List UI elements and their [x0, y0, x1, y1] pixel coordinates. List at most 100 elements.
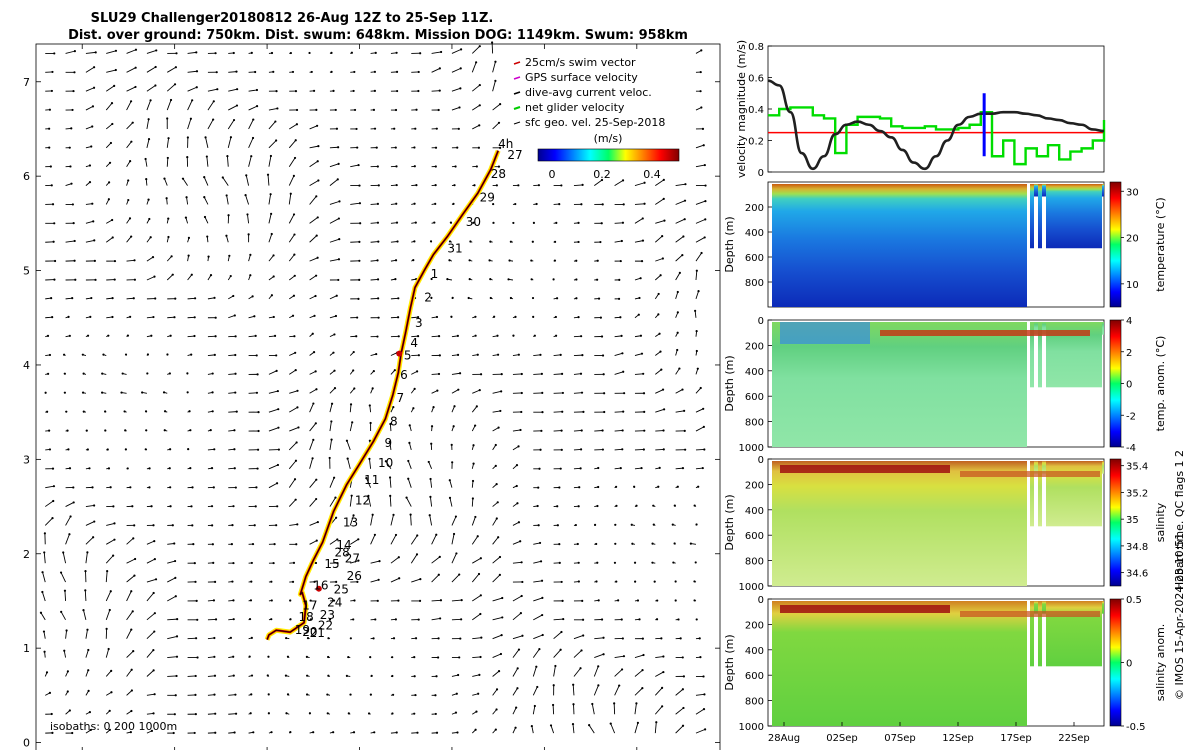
velocity-arrow-head	[214, 52, 216, 54]
velocity-arrow-head	[556, 505, 558, 507]
velocity-arrow-head	[677, 291, 679, 293]
velocity-arrow-head	[439, 354, 441, 356]
velocity-arrow-head	[108, 198, 110, 200]
velocity-arrow-head	[275, 524, 277, 526]
velocity-arrow-head	[479, 84, 481, 86]
velocity-arrow-head	[615, 505, 617, 507]
velocity-arrow	[554, 374, 562, 375]
velocity-arrow-head	[661, 687, 663, 689]
velocity-arrow-head	[357, 298, 359, 300]
velocity-arrow-head	[392, 406, 394, 408]
velocity-arrow-head	[373, 731, 375, 733]
velocity-arrow-head	[127, 199, 129, 201]
velocity-arrow-head	[190, 505, 192, 507]
velocity-arrow-head	[392, 514, 394, 516]
velocity-arrow-head	[92, 220, 94, 222]
velocity-arrow	[594, 431, 602, 432]
velocity-arrow-head	[459, 87, 461, 89]
velocity-arrow-head	[250, 580, 252, 582]
velocity-arrow-head	[375, 52, 377, 54]
velocity-arrow-head	[294, 275, 296, 277]
velocity-arrow-head	[419, 578, 421, 580]
velocity-arrow-head	[458, 573, 460, 575]
velocity-arrow-head	[275, 354, 277, 356]
velocity-arrow-head	[374, 71, 376, 73]
velocity-arrow-head	[49, 109, 51, 111]
velocity-arrow-head	[153, 669, 155, 671]
track-day-label: 3	[415, 316, 423, 330]
velocity-arrow-head	[351, 421, 353, 423]
figure-title-line1: SLU29 Challenger20180812 26-Aug 12Z to 2…	[91, 11, 494, 26]
velocity-arrow-head	[213, 694, 215, 696]
velocity-arrow-head	[396, 240, 398, 242]
velocity-arrow-head	[499, 574, 501, 576]
velocity-arrow-head	[350, 637, 352, 639]
velocity-arrow-head	[619, 316, 621, 318]
track-day-label: 30	[466, 215, 481, 229]
velocity-arrow-head	[534, 705, 536, 707]
velocity-arrow-head	[517, 184, 519, 186]
velocity-arrow-head	[623, 203, 625, 205]
velocity-arrow-head	[480, 594, 482, 596]
velocity-arrow-head	[456, 147, 458, 149]
velocity-arrow-head	[306, 675, 308, 677]
velocity-arrow-head	[572, 684, 574, 686]
velocity-arrow-head	[110, 486, 112, 488]
velocity-arrow-head	[602, 203, 604, 205]
velocity-arrow-head	[540, 560, 542, 562]
velocity-arrow-head	[277, 464, 279, 466]
velocity-arrow-head	[166, 117, 168, 119]
vel-y-tick-label: 0.8	[748, 42, 764, 53]
velocity-arrow-head	[268, 693, 270, 695]
velocity-arrow-head	[451, 444, 453, 446]
velocity-arrow-head	[541, 580, 543, 582]
velocity-arrow-head	[501, 616, 503, 618]
velocity-arrow-head	[213, 656, 215, 658]
velocity-arrow-head	[73, 501, 75, 503]
velocity-arrow-head	[410, 514, 412, 516]
velocity-arrow-head	[130, 235, 132, 237]
velocity-arrow-head	[315, 370, 317, 372]
velocity-arrow-head	[580, 335, 582, 337]
velocity-arrow-head	[684, 200, 686, 202]
velocity-arrow-head	[494, 61, 496, 63]
velocity-arrow-head	[354, 109, 356, 111]
velocity-arrow-head	[92, 105, 94, 107]
velocity-arrow-head	[620, 335, 622, 337]
velocity-arrow-head	[702, 408, 704, 410]
velocity-arrow-head	[294, 157, 296, 159]
velocity-arrow-head	[255, 486, 257, 488]
velocity-arrow-head	[575, 297, 577, 299]
velocity-arrow-head	[376, 335, 378, 337]
cbar-label: temperature (°C)	[1154, 197, 1167, 291]
velocity-arrow-head	[330, 52, 332, 54]
velocity-arrow-head	[93, 520, 95, 522]
velocity-arrow-head	[658, 293, 660, 295]
velocity-arrow-head	[555, 222, 557, 224]
velocity-arrow-head	[249, 618, 251, 620]
velocity-arrow-head	[510, 297, 512, 299]
velocity-arrow-head	[111, 219, 113, 221]
velocity-arrow-head	[68, 533, 70, 535]
velocity-arrow-head	[394, 278, 396, 280]
velocity-arrow-head	[206, 155, 208, 157]
velocity-arrow-head	[415, 109, 417, 111]
velocity-arrow-head	[332, 731, 334, 733]
velocity-arrow-head	[176, 635, 178, 637]
velocity-arrow-head	[476, 165, 478, 167]
time-tick-label: 02Sep	[826, 733, 858, 744]
velocity-arrow-head	[398, 577, 400, 579]
velocity-arrow-head	[327, 656, 329, 658]
velocity-arrow-head	[285, 712, 287, 714]
velocity-arrow-head	[235, 486, 237, 488]
velocity-arrow-head	[358, 260, 360, 262]
vel-y-tick-label: 0.4	[748, 105, 764, 116]
velocity-arrow-head	[203, 176, 205, 178]
velocity-arrow-head	[173, 542, 175, 544]
velocity-arrow-head	[460, 618, 462, 620]
velocity-arrow-head	[623, 655, 625, 657]
velocity-arrow-head	[498, 122, 500, 124]
velocity-arrow-head	[110, 142, 112, 144]
velocity-arrow-head	[74, 240, 76, 242]
